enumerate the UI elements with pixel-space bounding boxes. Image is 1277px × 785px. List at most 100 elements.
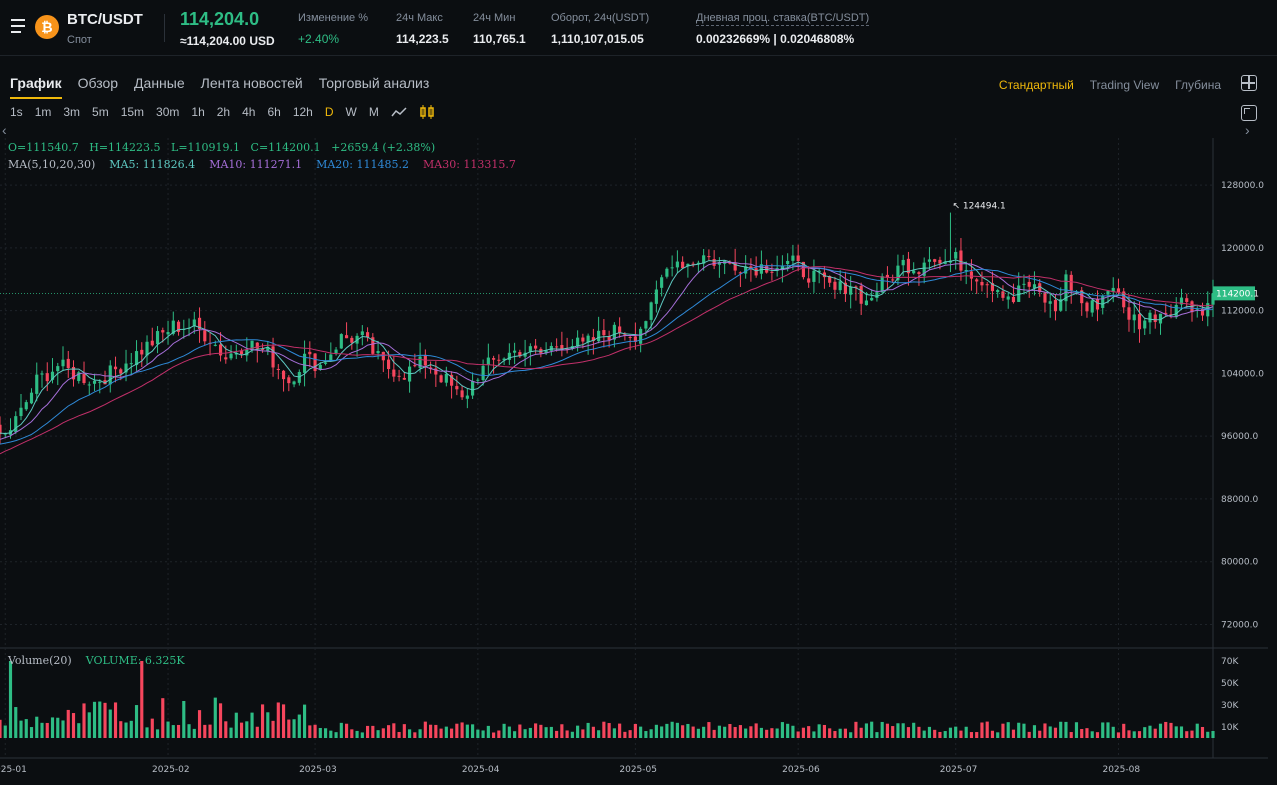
candle-body: [665, 268, 669, 277]
chart-svg[interactable]: 128000.0 120000.0 112000.0 104000.0 96000.0 8…: [0, 138, 1268, 778]
candle-body: [786, 260, 790, 265]
tab-chart[interactable]: График: [10, 75, 62, 99]
interval-12h[interactable]: 12h: [292, 105, 313, 119]
candle-body: [376, 350, 380, 354]
candle-body: [859, 285, 863, 304]
tab-trading-analysis[interactable]: Торговый анализ: [318, 75, 430, 91]
interval-1s[interactable]: 1s: [10, 105, 23, 119]
volume-bar: [1095, 732, 1100, 738]
candle-body: [455, 386, 459, 390]
volume-bar: [560, 724, 564, 738]
volume-bar: [843, 728, 847, 738]
scroll-left-icon[interactable]: ‹: [2, 122, 7, 138]
candle-body: [450, 374, 454, 386]
candle-body: [702, 255, 706, 264]
candle-body: [1001, 291, 1005, 298]
interval-5m[interactable]: 5m: [92, 105, 109, 119]
view-depth[interactable]: Глубина: [1175, 78, 1221, 92]
candle-body: [271, 346, 275, 368]
view-tradingview[interactable]: Trading View: [1089, 78, 1160, 92]
candle-body: [1116, 288, 1121, 293]
volume-bar: [964, 726, 968, 738]
candle-body: [854, 286, 858, 288]
volume-bar: [644, 731, 648, 738]
interval-w[interactable]: W: [345, 105, 357, 119]
volume-bar: [124, 722, 128, 738]
candle-body: [229, 353, 233, 359]
interval-4h[interactable]: 4h: [242, 105, 256, 119]
interval-d[interactable]: D: [324, 105, 334, 119]
volume-bar: [943, 731, 947, 738]
candle-body: [344, 335, 349, 339]
stat-label[interactable]: Дневная проц. ставка(BTC/USDT): [696, 12, 870, 26]
view-standard[interactable]: Стандартный: [998, 78, 1074, 92]
line-chart-icon[interactable]: [391, 106, 407, 118]
volume-bar: [523, 729, 527, 738]
candle-body: [975, 279, 979, 282]
volume-bar: [518, 724, 522, 738]
volume-bar: [1006, 722, 1010, 738]
candle-body: [260, 348, 265, 350]
volume-bar: [0, 719, 2, 738]
volume-bar: [775, 728, 779, 738]
volume-title: Volume(20): [8, 654, 72, 667]
volume-bar: [717, 725, 721, 738]
candlestick-chart[interactable]: 128000.0 120000.0 112000.0 104000.0 96000.0 8…: [0, 138, 1268, 778]
volume-bar: [313, 724, 317, 738]
volume-bar: [707, 722, 711, 738]
volume-bar: [1074, 722, 1079, 738]
volume-bar: [113, 702, 118, 738]
candle-body: [660, 277, 664, 288]
pair-name[interactable]: BTC/USDT: [67, 11, 143, 28]
volume-bar: [171, 725, 175, 738]
x-tick-label: 2025-02: [152, 765, 190, 775]
grid-layout-icon[interactable]: [1241, 75, 1257, 91]
candle-body: [933, 259, 937, 262]
candle-body: [245, 349, 249, 356]
volume-bar: [822, 724, 826, 738]
fullscreen-icon[interactable]: [1241, 105, 1257, 121]
scroll-right-icon[interactable]: ›: [1245, 122, 1250, 138]
x-tick-label: 2025-07: [940, 765, 978, 775]
y-tick-label: 96000.0: [1221, 432, 1258, 442]
candle-body: [360, 331, 364, 336]
candle-body: [302, 353, 307, 373]
interval-1m[interactable]: 1m: [34, 105, 52, 119]
candlestick-icon[interactable]: [419, 105, 435, 119]
candle-body: [155, 331, 160, 345]
stat-value: 0.00232669% | 0.02046808%: [696, 32, 855, 46]
candle-body: [1095, 299, 1100, 310]
interval-m[interactable]: M: [368, 105, 379, 119]
candle-body: [371, 337, 375, 354]
menu-icon[interactable]: [11, 19, 27, 35]
volume-bar: [1158, 723, 1163, 738]
volume-bar: [670, 721, 674, 738]
chart-tabs: График Обзор Данные Лента новостей Торго…: [10, 75, 429, 99]
ma10-value: MA10: 111271.1: [209, 158, 303, 171]
candle-body: [329, 354, 333, 361]
volume-bar: [896, 723, 900, 738]
volume-bar: [513, 731, 517, 738]
tab-news[interactable]: Лента новостей: [200, 75, 303, 91]
volume-bar: [906, 727, 911, 738]
daily-rate-label[interactable]: Дневная проц. ставка(BTC/USDT): [696, 12, 870, 26]
candle-body: [1085, 302, 1089, 312]
candle-body: [597, 330, 601, 342]
volume-bar: [1001, 723, 1005, 738]
candle-body: [780, 265, 784, 270]
candle-body: [1111, 287, 1115, 292]
interval-15m[interactable]: 15m: [120, 105, 145, 119]
volume-bar: [318, 727, 322, 738]
interval-3m[interactable]: 3m: [63, 105, 81, 119]
interval-6h[interactable]: 6h: [267, 105, 281, 119]
interval-30m[interactable]: 30m: [156, 105, 180, 119]
volume-bar: [344, 723, 349, 738]
volume-bar: [623, 731, 627, 738]
interval-2h[interactable]: 2h: [216, 105, 231, 119]
interval-1h[interactable]: 1h: [191, 105, 205, 119]
candle-body: [1132, 314, 1136, 321]
ma10-line: [0, 261, 1214, 440]
tab-overview[interactable]: Обзор: [77, 75, 119, 91]
candle-body: [318, 364, 322, 370]
tab-data[interactable]: Данные: [134, 75, 185, 91]
